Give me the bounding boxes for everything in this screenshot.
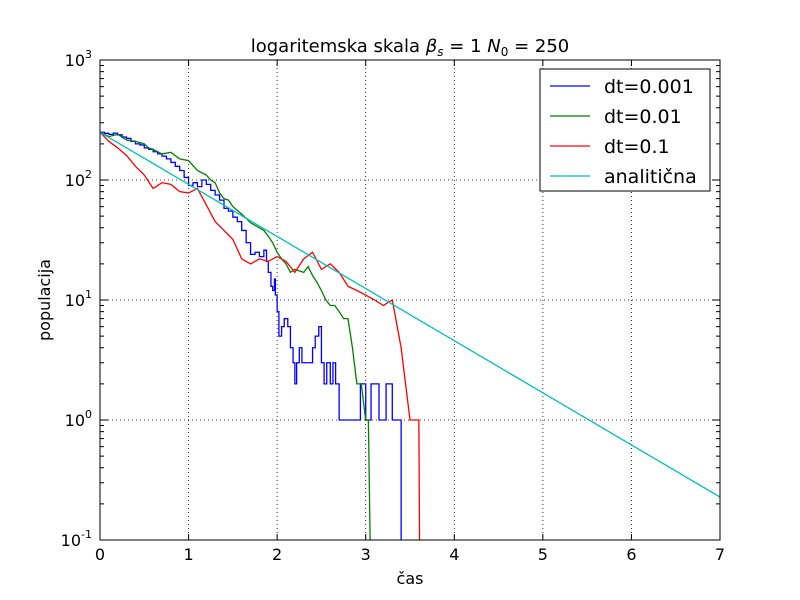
y-tick-label: 100 [65,408,92,430]
legend-label-2: dt=0.1 [604,136,670,158]
legend-label-3: analitična [604,166,697,188]
ticks: 0 1 2 3 4 5 6 7 10-1 100 101 102 103 [61,48,725,564]
x-tick-label: 6 [626,545,636,564]
y-axis-label: populacija [35,259,54,341]
x-tick-label: 4 [449,545,459,564]
series-line-0 [100,131,402,540]
legend: dt=0.001 dt=0.01 dt=0.1 analitična [539,68,711,192]
x-tick-label: 7 [715,545,725,564]
x-tick-label: 5 [538,545,548,564]
x-tick-label: 0 [95,545,105,564]
x-tick-label: 2 [272,545,282,564]
series-group [100,131,720,540]
y-tick-label: 101 [65,288,92,310]
legend-label-0: dt=0.001 [604,76,694,98]
chart-title: logaritemska skala βs = 1 N0 = 250 [251,36,570,59]
series-line-1 [100,131,371,540]
x-tick-label: 1 [183,545,193,564]
series-line-2 [100,131,421,540]
y-tick-label: 102 [65,168,92,190]
x-axis-label: čas [397,569,424,588]
x-tick-label: 3 [361,545,371,564]
legend-box [539,68,711,192]
y-tick-label: 10-1 [61,528,92,550]
series-line-3 [100,131,720,498]
y-tick-label: 103 [65,48,92,70]
legend-label-1: dt=0.01 [604,106,682,128]
